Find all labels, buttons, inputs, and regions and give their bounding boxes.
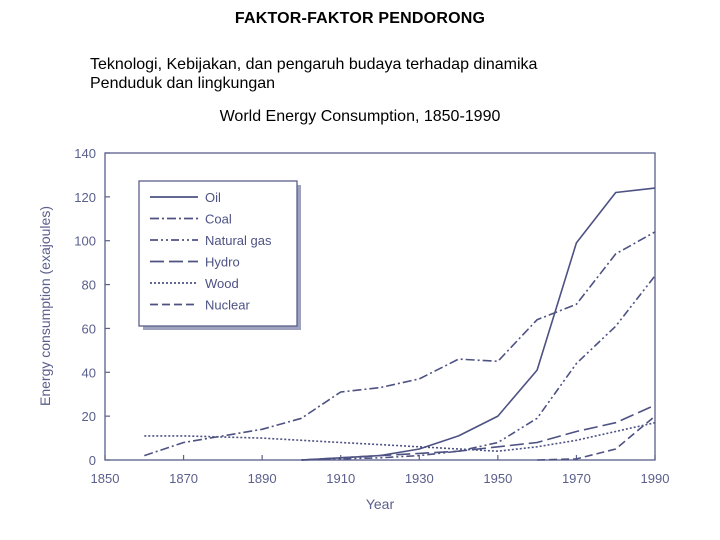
y-tick-label: 120 xyxy=(74,190,96,205)
subtitle-line-2: Penduduk dan lingkungan xyxy=(90,75,276,92)
y-tick-label: 40 xyxy=(82,365,96,380)
series-line-natural-gas xyxy=(301,275,656,461)
x-axis-label: Year xyxy=(366,496,395,512)
x-tick-label: 1950 xyxy=(483,471,512,486)
legend: Oil Coal Natural gas Hydro Wood Nuclear xyxy=(138,180,301,330)
y-tick-label: 80 xyxy=(82,278,96,293)
series-line-wood xyxy=(144,421,656,453)
axis-ticks: 0 20 40 60 80 100 120 140 1850 1870 1890 1910 1930 19… xyxy=(74,146,669,486)
series-line-hydro xyxy=(301,404,656,461)
y-tick-label: 60 xyxy=(82,321,96,336)
x-tick-label: 1850 xyxy=(91,471,120,486)
x-tick-label: 1970 xyxy=(562,471,591,486)
subtitle-line-1: Teknologi, Kebijakan, dan pengaruh buday… xyxy=(90,56,538,73)
legend-label-natural-gas: Natural gas xyxy=(205,233,272,248)
x-tick-label: 1890 xyxy=(248,471,277,486)
x-tick-label: 1870 xyxy=(169,471,198,486)
x-tick-label: 1930 xyxy=(405,471,434,486)
legend-box xyxy=(138,180,298,327)
series-line-oil xyxy=(301,187,656,461)
y-axis-label: Energy consumption (exajoules) xyxy=(37,206,53,406)
y-tick-label: 100 xyxy=(74,234,96,249)
page-subtitle: Teknologi, Kebijakan, dan pengaruh buday… xyxy=(90,55,650,93)
series-line-coal xyxy=(144,231,656,457)
series-lines xyxy=(144,187,656,461)
x-tick-label: 1910 xyxy=(326,471,355,486)
x-tick-label: 1990 xyxy=(641,471,670,486)
legend-label-nuclear: Nuclear xyxy=(205,298,250,313)
y-tick-label: 140 xyxy=(74,146,96,161)
plot-frame xyxy=(104,152,656,461)
y-tick-label: 0 xyxy=(89,453,96,468)
legend-label-coal: Coal xyxy=(205,212,232,227)
legend-label-wood: Wood xyxy=(205,276,239,291)
y-tick-label: 20 xyxy=(82,409,96,424)
chart-title: World Energy Consumption, 1850-1990 xyxy=(219,108,501,125)
series-line-nuclear xyxy=(537,415,656,461)
legend-label-hydro: Hydro xyxy=(205,255,240,270)
page-heading: FAKTOR-FAKTOR PENDORONG xyxy=(234,10,486,27)
legend-label-oil: Oil xyxy=(205,190,221,205)
